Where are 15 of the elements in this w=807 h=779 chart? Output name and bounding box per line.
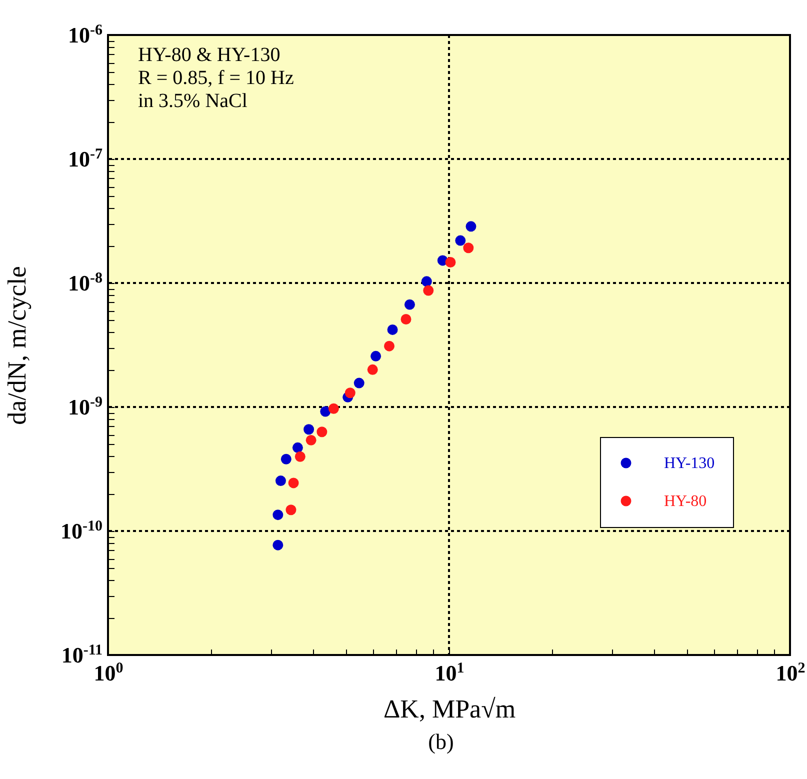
x-axis-title: ΔK, MPa√m (383, 694, 516, 724)
y-axis-title: da/dN, m/cycle (2, 266, 32, 425)
annotation: in 3.5% NaCl (138, 90, 248, 112)
text: (b) (428, 729, 454, 754)
y-tick-label: 10$^{-6}$ (68, 22, 103, 48)
y-tick-label: 10$^{-10}$ (60, 518, 102, 544)
y-tick-label: 10$^{-7}$ (68, 146, 103, 172)
x-tick-label: 10$^{1}$ (434, 660, 464, 686)
legend-label: HY-80 (664, 493, 707, 510)
annotation: HY-80 & HY-130 (138, 44, 280, 66)
legend-label: HY-130 (664, 455, 715, 472)
annotation: R = 0.85, f = 10 Hz (138, 67, 294, 89)
x-tick-label: 10$^{2}$ (776, 660, 806, 686)
y-tick-label: 10$^{-8}$ (68, 270, 102, 296)
y-tick-label: 10$^{-9}$ (68, 394, 102, 420)
